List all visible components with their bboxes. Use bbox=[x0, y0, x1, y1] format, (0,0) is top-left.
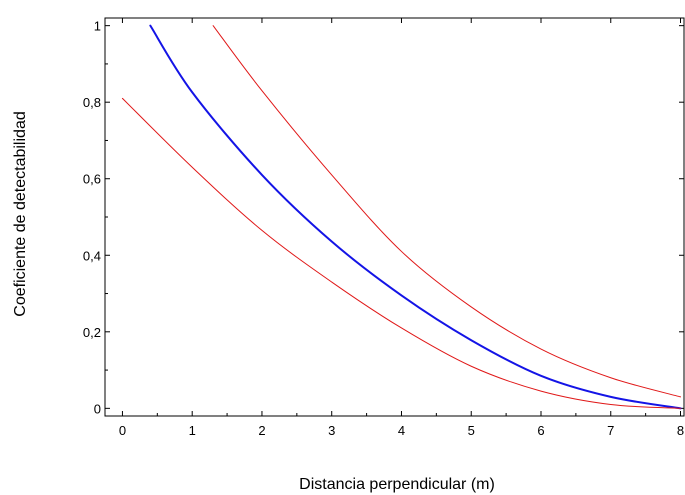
x-tick-label: 1 bbox=[189, 423, 196, 438]
lower-bound-line bbox=[121, 97, 682, 409]
y-tick-label: 0,6 bbox=[83, 172, 101, 187]
x-axis-ticks: 0 1 2 3 4 5 6 7 8 bbox=[119, 18, 684, 438]
y-tick-label: 0,2 bbox=[83, 325, 101, 340]
y-tick-label: 0,8 bbox=[83, 95, 101, 110]
y-tick-label: 1 bbox=[94, 19, 101, 34]
x-tick-label: 8 bbox=[677, 423, 684, 438]
plot-area bbox=[104, 17, 685, 417]
x-axis-title: Distancia perpendicular (m) bbox=[299, 476, 495, 493]
x-tick-label: 2 bbox=[258, 423, 265, 438]
y-tick-label: 0,4 bbox=[83, 248, 101, 263]
fitted-curve-line bbox=[149, 24, 682, 410]
x-tick-label: 4 bbox=[398, 423, 405, 438]
x-tick-label: 0 bbox=[119, 423, 126, 438]
x-tick-label: 6 bbox=[537, 423, 544, 438]
x-tick-label: 3 bbox=[328, 423, 335, 438]
y-axis-ticks: 0 0,2 0,4 0,6 0,8 1 bbox=[83, 19, 684, 416]
plot-frame bbox=[104, 17, 685, 417]
y-tick-label: 0 bbox=[94, 401, 101, 416]
series-layer bbox=[121, 24, 682, 410]
upper-bound-line bbox=[212, 25, 682, 398]
x-tick-label: 7 bbox=[607, 423, 614, 438]
y-axis-title: Coeficiente de detectabilidad bbox=[12, 111, 29, 316]
x-tick-label: 5 bbox=[468, 423, 475, 438]
